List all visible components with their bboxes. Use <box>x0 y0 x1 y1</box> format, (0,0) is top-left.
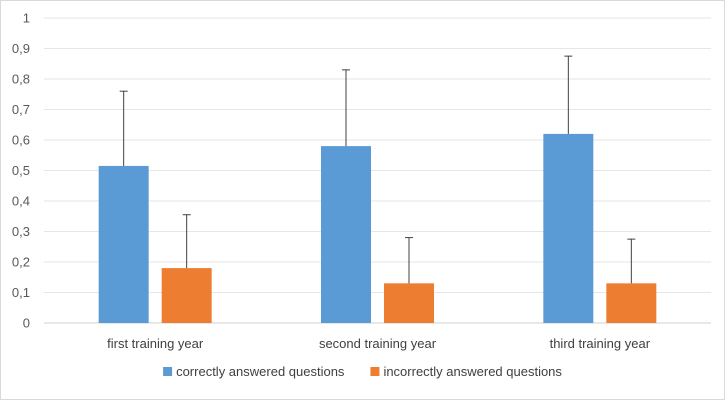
legend-swatch <box>370 367 380 376</box>
y-tick-label: 0,9 <box>12 41 30 56</box>
legend-label: correctly answered questions <box>176 364 345 379</box>
y-tick-label: 0,4 <box>12 194 30 209</box>
bar-incorrect <box>384 283 434 323</box>
bar-correct <box>321 146 371 323</box>
y-tick-label: 0,3 <box>12 224 30 239</box>
y-tick-label: 0,8 <box>12 72 30 87</box>
bar-correct <box>98 165 149 323</box>
y-tick-label: 1 <box>23 11 30 26</box>
y-tick-label: 0 <box>23 316 30 331</box>
y-tick-label: 0,7 <box>12 102 30 117</box>
bar-correct <box>543 133 594 323</box>
y-tick-label: 0,2 <box>12 255 30 270</box>
legend-label: incorrectly answered questions <box>383 364 562 379</box>
y-tick-label: 0,1 <box>12 285 30 300</box>
category-label: second training year <box>319 336 437 351</box>
y-tick-label: 0,6 <box>12 133 30 148</box>
category-label: third training year <box>550 336 651 351</box>
legend-swatch <box>163 367 173 376</box>
y-tick-label: 0,5 <box>12 163 30 178</box>
category-label: first training year <box>107 336 204 351</box>
bar-incorrect <box>161 268 212 323</box>
bar-incorrect <box>606 283 657 323</box>
